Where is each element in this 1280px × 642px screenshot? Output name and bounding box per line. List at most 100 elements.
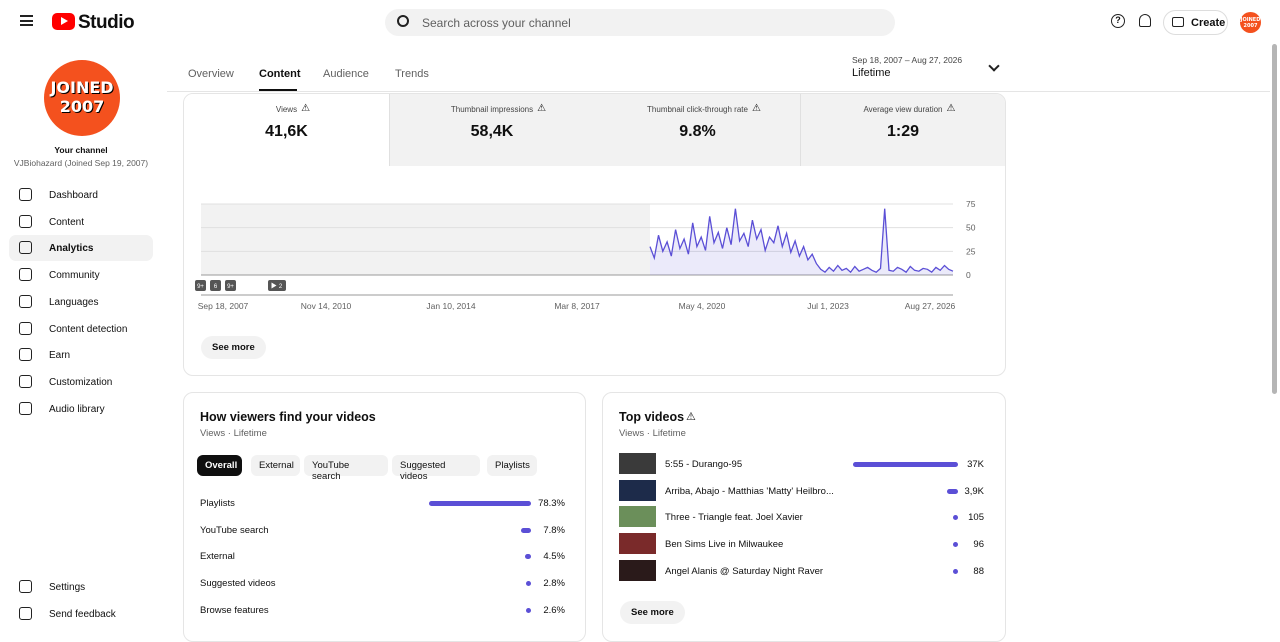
nav-icon — [19, 348, 32, 362]
sidebar: JOINED 2007 Your channel VJBiohazard (Joi… — [0, 44, 165, 636]
views-bar — [953, 515, 958, 521]
notifications-icon[interactable] — [1139, 14, 1151, 27]
nav-item[interactable]: Languages — [9, 289, 153, 315]
nav-item[interactable]: Content — [9, 209, 153, 235]
x-tick-label: Jul 1, 2023 — [807, 301, 849, 311]
filter-chip[interactable]: External — [251, 455, 300, 476]
metric-tab[interactable]: Average view duration ⚠ 1:29 — [800, 94, 1005, 166]
marker-label: 6 — [214, 284, 218, 290]
source-bar — [526, 607, 531, 613]
nav-label: Earn — [49, 350, 71, 362]
search-box[interactable]: Search across your channel — [385, 9, 895, 36]
marker-label: 9+ — [227, 284, 234, 290]
video-thumbnail[interactable] — [619, 533, 656, 555]
date-dropdown[interactable] — [988, 60, 1000, 72]
nav-icon — [19, 607, 32, 620]
views-value: 105 — [968, 512, 984, 524]
tab[interactable]: Content — [259, 68, 301, 80]
nav-label: Dashboard — [49, 190, 98, 201]
nav-label: Settings — [49, 582, 86, 593]
avatar-text: JOINED — [50, 78, 114, 97]
metric-value: 9.8% — [679, 123, 716, 140]
video-thumbnail[interactable] — [619, 506, 656, 528]
nav-item[interactable]: Dashboard — [9, 182, 153, 208]
nav-icon — [19, 241, 32, 255]
nav-item[interactable]: Customization — [9, 369, 153, 395]
metric-label: Views — [275, 105, 298, 114]
video-title[interactable]: Three - Triangle feat. Joel Xavier — [665, 512, 803, 524]
views-value: 96 — [973, 539, 984, 551]
nav-item[interactable]: Settings — [9, 574, 153, 600]
warning-icon: ⚠ — [751, 103, 761, 114]
card-title: Top videos — [619, 410, 685, 424]
nav-label: Content detection — [49, 323, 128, 335]
y-tick-label: 75 — [966, 199, 976, 209]
nav-icon — [19, 401, 32, 415]
marker-badge[interactable] — [195, 280, 206, 291]
filter-chip[interactable]: YouTube search — [304, 455, 388, 482]
views-bar — [953, 568, 958, 574]
video-title[interactable]: Ben Sims Live in Milwaukee — [665, 539, 784, 551]
nav-item[interactable]: Community — [9, 262, 153, 288]
unavailable-region — [201, 204, 650, 275]
views-bar — [953, 542, 958, 548]
y-tick-label: 50 — [966, 223, 976, 233]
metric-tab[interactable]: Views ⚠ 41,6K — [184, 94, 390, 166]
avatar-text: 2007 — [59, 97, 105, 116]
views-value: 37K — [967, 459, 984, 470]
video-thumbnail[interactable] — [619, 453, 656, 474]
nav-label: Customization — [49, 376, 113, 388]
video-title[interactable]: Arriba, Abajo - Matthias 'Matty' Heilbro… — [665, 485, 834, 497]
nav-item[interactable]: Audio library — [9, 396, 153, 422]
nav-item[interactable]: Earn — [9, 342, 153, 368]
search-icon — [397, 15, 409, 27]
nav-item[interactable]: Analytics — [9, 235, 153, 262]
date-range[interactable]: Sep 18, 2007 – Aug 27, 2026 — [852, 55, 963, 65]
metric-tab[interactable]: Thumbnail impressions ⚠ 58,4K — [389, 94, 596, 166]
avatar-text: 2007 — [1243, 23, 1258, 29]
tab-underline — [259, 89, 297, 91]
filter-chip[interactable]: Playlists — [487, 455, 537, 476]
nav-label: Audio library — [49, 403, 105, 415]
marker-badge[interactable] — [210, 280, 221, 291]
views-bar — [946, 488, 958, 494]
card-subtitle: Views · Lifetime — [200, 428, 267, 439]
x-tick-label: May 4, 2020 — [679, 301, 726, 311]
video-thumbnail[interactable] — [619, 479, 656, 501]
video-title[interactable]: 5:55 - Durango-95 — [665, 459, 743, 470]
tab[interactable]: Trends — [395, 68, 429, 80]
warning-icon: ⚠ — [946, 103, 956, 114]
line — [649, 208, 954, 274]
date-range-label[interactable]: Lifetime — [852, 67, 891, 79]
channel-avatar[interactable]: JOINED 2007 — [44, 60, 120, 136]
tab[interactable]: Overview — [188, 68, 234, 80]
logo[interactable]: Studio — [78, 12, 135, 33]
nav-icon — [19, 580, 32, 593]
metric-tab[interactable]: Thumbnail click-through rate ⚠ 9.8% — [595, 94, 801, 166]
see-more-button[interactable]: See more — [201, 336, 266, 359]
metric-label: Average view duration — [863, 105, 943, 114]
account-avatar[interactable]: JOINED 2007 — [1240, 12, 1261, 33]
overview-card: Views ⚠ 41,6K Thumbnail impressions ⚠ 58,4K Th… — [183, 93, 1006, 376]
marker-badge[interactable] — [225, 280, 236, 291]
metric-value: 1:29 — [886, 123, 920, 140]
nav-item[interactable]: Send feedback — [9, 601, 153, 627]
filter-chip[interactable]: Suggested videos — [392, 455, 480, 482]
video-title[interactable]: Angel Alanis @ Saturday Night Raver — [665, 565, 824, 577]
nav-label: Content — [49, 216, 85, 228]
tab[interactable]: Audience — [323, 68, 369, 80]
filter-chip[interactable]: Overall — [197, 455, 242, 476]
channel-label: Your channel — [54, 145, 108, 155]
nav-item[interactable]: Content detection — [9, 316, 153, 342]
help-icon[interactable]: ? — [1111, 14, 1125, 28]
menu-button[interactable] — [20, 15, 33, 26]
x-tick-label: Mar 8, 2017 — [554, 301, 600, 311]
nav-icon — [19, 374, 32, 388]
create-button[interactable]: Create — [1163, 10, 1228, 35]
card-subtitle: Views · Lifetime — [619, 428, 686, 439]
create-icon — [1172, 17, 1184, 27]
source-value: 7.8% — [543, 524, 565, 536]
views-bar — [853, 462, 958, 467]
video-thumbnail[interactable] — [619, 559, 656, 581]
see-more-button[interactable]: See more — [620, 601, 685, 624]
